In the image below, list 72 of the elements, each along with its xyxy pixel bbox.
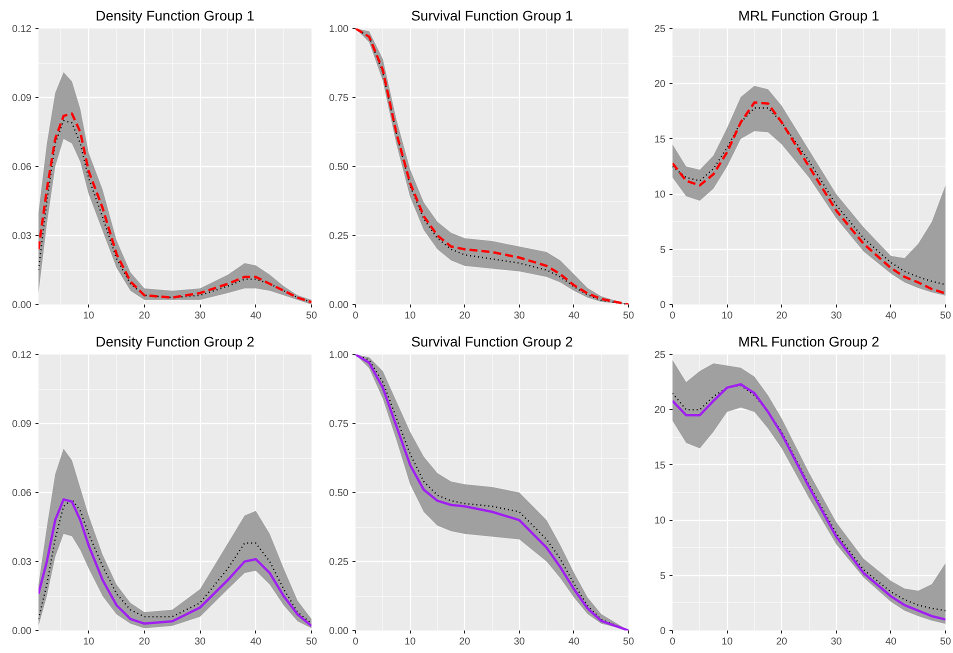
x-tick-label: 20 [459,310,471,322]
x-tick-label: 40 [568,636,580,648]
y-tick-label: 0.00 [329,626,349,637]
x-tick-label: 20 [776,636,788,648]
y-tick-label: 0.00 [329,300,349,311]
y-tick-label: 1.00 [329,24,349,35]
y-tick-label: 10 [654,190,666,201]
x-tick-label: 10 [722,310,734,322]
y-tick-label: 1.00 [329,350,349,361]
x-tick-label: 30 [514,636,526,648]
y-tick-label: 0.50 [329,162,349,173]
y-tick-label: 0.75 [329,419,349,430]
x-tick-label: 30 [830,636,842,648]
x-tick-label: 30 [514,310,526,322]
x-tick-label: 40 [885,636,897,648]
y-tick-label: 0.09 [12,93,32,104]
x-tick-label: 10 [404,636,416,648]
x-tick-label: 20 [776,310,788,322]
y-tick-label: 25 [654,350,666,361]
y-tick-label: 5 [660,244,666,256]
chart-title: Survival Function Group 1 [411,8,574,24]
x-tick-label: 50 [940,636,952,648]
x-tick-label: 20 [138,310,150,322]
chart-title: Density Function Group 2 [96,334,255,350]
y-tick-label: 0.00 [12,300,32,311]
x-tick-label: 50 [306,636,318,648]
x-tick-label: 50 [622,636,634,648]
y-tick-label: 0.12 [12,350,32,361]
x-tick-label: 40 [568,310,580,322]
x-tick-label: 20 [138,636,150,648]
y-tick-label: 5 [660,570,666,582]
x-tick-label: 0 [670,636,676,648]
y-tick-label: 0.03 [12,557,32,568]
y-tick-label: 10 [654,516,666,527]
y-tick-label: 0.00 [12,626,32,637]
chart-title: MRL Function Group 1 [738,8,880,24]
y-tick-label: 0.03 [12,231,32,242]
y-tick-label: 0.06 [12,488,32,499]
y-tick-label: 0.09 [12,419,32,430]
y-tick-label: 20 [654,79,666,90]
y-tick-label: 0.25 [329,231,349,242]
y-tick-label: 20 [654,405,666,416]
y-tick-label: 0.25 [329,557,349,568]
x-tick-label: 30 [194,636,206,648]
x-tick-label: 40 [250,310,262,322]
x-tick-label: 0 [352,636,359,648]
x-tick-label: 30 [194,310,206,322]
y-tick-label: 0.50 [329,488,349,499]
x-tick-label: 0 [352,310,359,322]
y-tick-label: 15 [654,134,666,146]
x-tick-label: 10 [722,636,734,648]
x-tick-label: 10 [83,310,95,322]
x-tick-label: 40 [250,636,262,648]
chart-title: Density Function Group 1 [96,8,255,24]
y-tick-label: 25 [654,24,666,35]
x-tick-label: 50 [940,310,952,322]
x-tick-label: 50 [622,310,634,322]
y-tick-label: 0.75 [329,93,349,104]
x-tick-label: 30 [830,310,842,322]
x-tick-label: 50 [306,310,318,322]
x-tick-label: 40 [885,310,897,322]
y-tick-label: 0.12 [12,24,32,35]
x-tick-label: 10 [83,636,95,648]
chart-title: Survival Function Group 2 [411,334,574,350]
x-tick-label: 0 [670,310,676,322]
y-tick-label: 0 [660,626,666,637]
x-tick-label: 10 [404,310,416,322]
y-tick-label: 0 [660,300,666,311]
y-tick-label: 15 [654,460,666,472]
y-tick-label: 0.06 [12,162,32,173]
chart-title: MRL Function Group 2 [738,334,880,350]
x-tick-label: 20 [459,636,471,648]
